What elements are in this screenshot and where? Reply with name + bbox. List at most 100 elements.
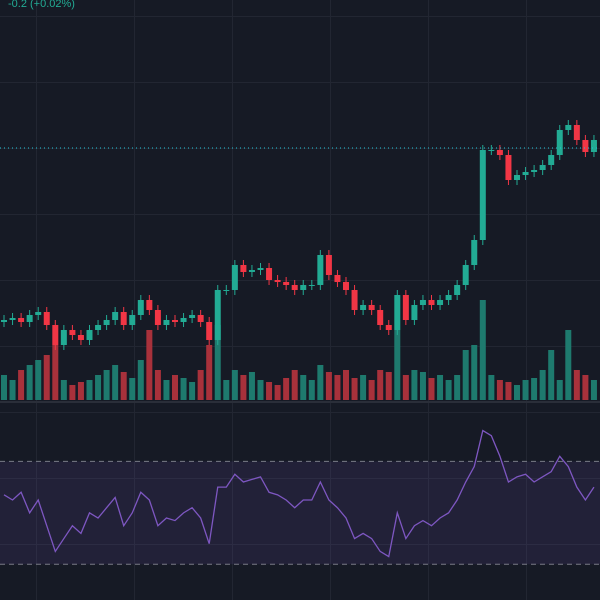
volume-bar (283, 378, 290, 400)
volume-bar (137, 360, 144, 400)
volume-bar (26, 365, 33, 400)
candle-body (368, 305, 375, 310)
candle-body (394, 295, 401, 330)
volume-bar (471, 345, 478, 400)
candle-body (9, 318, 16, 320)
candle-body (60, 330, 67, 345)
candle-body (180, 318, 187, 322)
volume-bar (206, 345, 213, 400)
candle-body (334, 275, 341, 282)
candle-body (488, 150, 495, 151)
volume-bar (86, 380, 93, 400)
candle-body (317, 255, 324, 285)
candle-body (52, 325, 59, 345)
volume-bar (343, 370, 349, 400)
volume-bar (266, 382, 273, 400)
candle-body (548, 155, 555, 165)
volume-bar (582, 375, 589, 400)
candle-body (69, 330, 76, 335)
rsi-line (3, 429, 595, 558)
volume-bar (514, 385, 520, 400)
volume-bar (522, 380, 529, 400)
candle-body (445, 295, 452, 300)
volume-bar (69, 385, 76, 400)
volume-bar (77, 382, 84, 400)
candle-body (582, 140, 589, 152)
candle-body (257, 268, 264, 270)
volume-bar (103, 370, 110, 400)
volume-bar (360, 375, 367, 400)
candle-body (189, 315, 196, 318)
candle-body (531, 170, 538, 172)
volume-bar (488, 375, 495, 400)
candle-body (231, 265, 238, 290)
candle-body (377, 310, 384, 325)
volume-bar (257, 380, 264, 400)
volume-bar (462, 350, 469, 400)
candle-body (573, 125, 580, 140)
volume-bar (573, 370, 580, 400)
candle-body (419, 300, 426, 305)
volume-bar (334, 375, 341, 400)
candle-body (146, 300, 153, 310)
volume-bar (325, 372, 332, 400)
volume-bar (437, 375, 444, 400)
candle-body (18, 318, 25, 322)
candle-body (86, 330, 93, 340)
candle-body (1, 320, 7, 322)
candle-body (248, 270, 255, 272)
candle-body (35, 312, 42, 315)
candle-body (402, 295, 409, 320)
volume-bar (419, 372, 426, 400)
volume-bar (52, 345, 59, 400)
candle-body (454, 285, 461, 295)
volume-bar (197, 370, 204, 400)
candle-body (26, 315, 33, 322)
volume-bar (120, 372, 127, 400)
volume-bar (9, 380, 16, 400)
candle-body (291, 285, 298, 290)
volume-bar (248, 372, 255, 400)
candle-body (360, 305, 367, 310)
volume-bar (189, 382, 196, 400)
volume-bar (43, 355, 50, 400)
candle-body (351, 290, 358, 310)
candle-body (471, 240, 478, 265)
volume-bar (590, 380, 597, 400)
candle-body (43, 312, 50, 325)
volume-bar (112, 365, 119, 400)
volume-bar (274, 385, 281, 400)
candle-body (120, 312, 127, 325)
volume-bar (411, 370, 418, 400)
candle-body (308, 285, 315, 286)
candle-body (129, 315, 136, 325)
volume-bar (35, 360, 42, 400)
candle-body (505, 155, 512, 180)
candle-body (223, 290, 230, 291)
candle-body (240, 265, 247, 272)
volume-bar (377, 370, 384, 400)
candle-body (206, 322, 213, 340)
candle-body (300, 285, 307, 290)
volume-bar (146, 330, 153, 400)
volume-bar (548, 350, 555, 400)
candle-body (385, 325, 392, 330)
candle-body (137, 300, 144, 315)
candle-body (325, 255, 332, 275)
candle-body (514, 175, 520, 180)
volume-bar (445, 380, 452, 400)
candle-body (266, 268, 273, 280)
candle-body (565, 125, 572, 130)
change-label: -0.2 (+0.02%) (8, 0, 75, 10)
volume-bar (18, 370, 25, 400)
candle-body (77, 335, 84, 340)
volume-bar (214, 325, 221, 400)
candle-body (411, 305, 418, 320)
volume-bar (394, 330, 401, 400)
volume-bar (240, 375, 247, 400)
volume-bar (351, 378, 358, 400)
volume-bar (479, 300, 486, 400)
volume-bar (454, 375, 461, 400)
